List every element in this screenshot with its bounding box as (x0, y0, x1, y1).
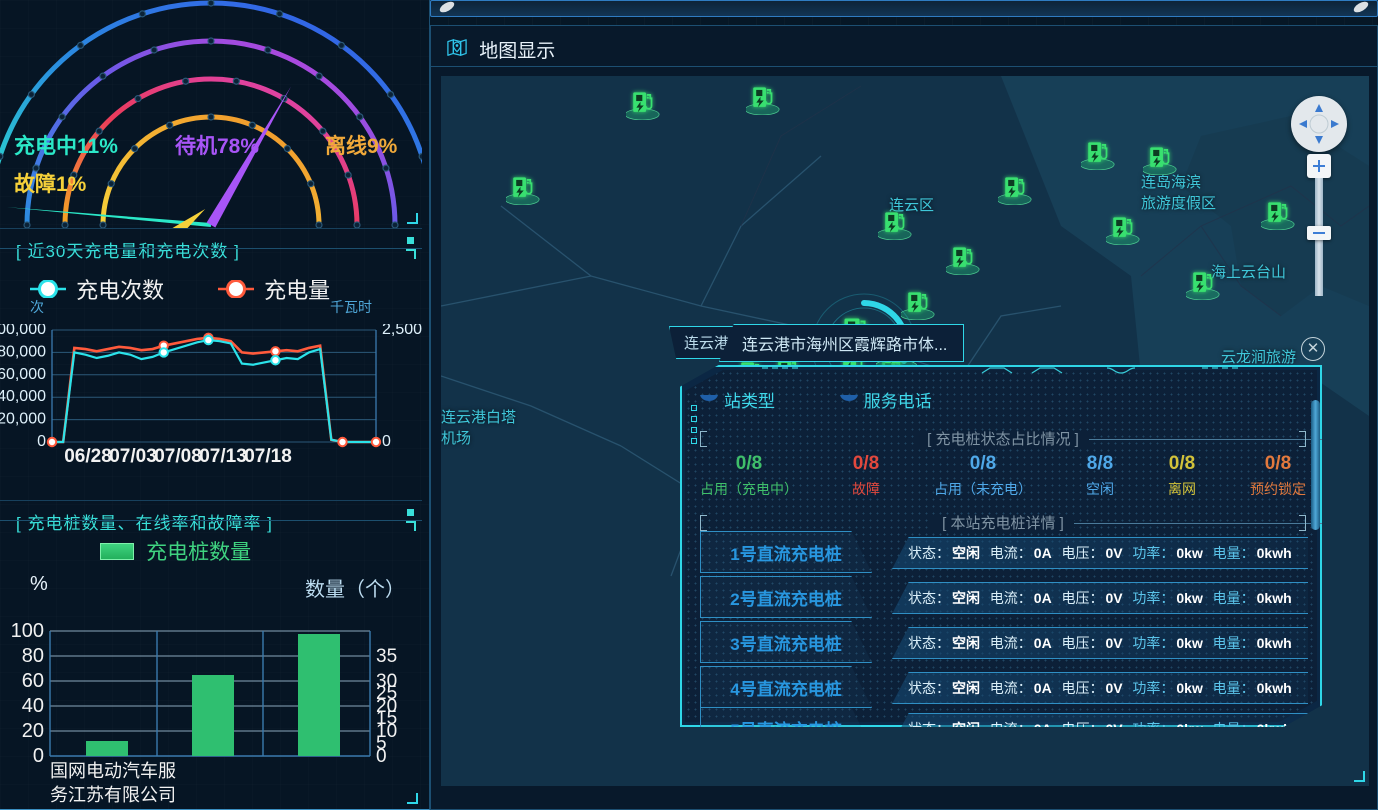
svg-text:80,000: 80,000 (0, 343, 46, 360)
svg-text:0: 0 (33, 745, 44, 767)
svg-text:0: 0 (382, 433, 391, 450)
svg-text:60: 60 (22, 670, 44, 692)
svg-text:00,000: 00,000 (0, 324, 46, 338)
svg-text:2,500: 2,500 (382, 324, 422, 338)
svg-text:07/08: 07/08 (154, 446, 202, 467)
svg-text:07/18: 07/18 (244, 446, 292, 467)
svg-text:06/28: 06/28 (64, 446, 112, 467)
svg-text:40: 40 (22, 695, 44, 717)
svg-text:0: 0 (37, 433, 46, 450)
svg-text:40,000: 40,000 (0, 388, 46, 405)
svg-text:35: 35 (376, 646, 397, 667)
svg-text:20: 20 (22, 720, 44, 742)
svg-text:100: 100 (11, 620, 44, 642)
svg-text:20,000: 20,000 (0, 411, 46, 428)
svg-text:60,000: 60,000 (0, 366, 46, 383)
svg-text:07/13: 07/13 (199, 446, 247, 467)
svg-text:30: 30 (376, 671, 397, 692)
svg-text:80: 80 (22, 645, 44, 667)
svg-text:07/03: 07/03 (109, 446, 157, 467)
